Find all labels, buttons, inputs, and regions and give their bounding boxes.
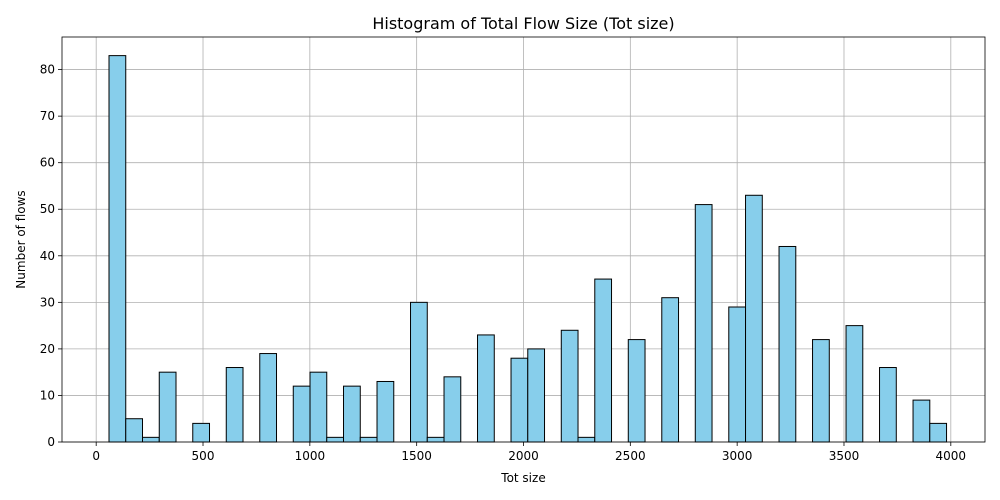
x-tick-label: 0 xyxy=(92,449,100,463)
grid xyxy=(62,37,985,443)
histogram-bar xyxy=(661,297,680,443)
y-tick-label: 70 xyxy=(40,109,55,123)
histogram-bar xyxy=(225,367,244,443)
histogram-bar xyxy=(426,436,445,443)
histogram-bar xyxy=(912,399,931,443)
y-tick-label: 10 xyxy=(40,388,55,402)
x-axis-label: Tot size xyxy=(500,471,545,485)
histogram-bar xyxy=(527,348,546,443)
histogram-bar xyxy=(929,422,948,443)
chart-title: Histogram of Total Flow Size (Tot size) xyxy=(372,14,674,33)
x-tick-label: 2500 xyxy=(615,449,646,463)
histogram-bar xyxy=(192,422,211,443)
histogram-bar xyxy=(510,357,529,443)
histogram-bar xyxy=(594,278,613,443)
histogram-bar xyxy=(259,353,278,443)
y-axis-label: Number of flows xyxy=(14,190,28,288)
histogram-bar xyxy=(879,367,897,443)
histogram-bar xyxy=(108,55,127,443)
histogram-bar xyxy=(560,329,579,443)
histogram-bar xyxy=(142,436,160,443)
x-tick-label: 2000 xyxy=(508,449,539,463)
x-tick-label: 3500 xyxy=(829,449,860,463)
histogram-bar xyxy=(812,339,830,443)
histogram-bar xyxy=(376,380,395,443)
y-tick-label: 20 xyxy=(40,342,55,356)
x-tick-label: 500 xyxy=(192,449,215,463)
histogram-bar xyxy=(158,371,177,443)
y-tick-label: 60 xyxy=(40,156,55,170)
histogram-bar xyxy=(309,371,328,443)
histogram-bar xyxy=(443,376,462,443)
histogram-bar xyxy=(359,436,378,443)
ticks: 0 500 1000 1500 2000 2500 3000 3500 4000 0 10 20 30 4… xyxy=(40,63,966,463)
x-tick-label: 4000 xyxy=(936,449,967,463)
histogram-bar xyxy=(343,385,361,443)
y-tick-label: 80 xyxy=(40,63,55,77)
histogram-bar xyxy=(745,194,763,443)
bars xyxy=(108,55,948,443)
histogram-bar xyxy=(410,301,428,443)
x-tick-label: 3000 xyxy=(722,449,753,463)
histogram-bar xyxy=(292,385,311,443)
histogram-bar xyxy=(326,436,345,443)
histogram-bar xyxy=(778,245,797,443)
y-tick-label: 30 xyxy=(40,295,55,309)
y-tick-label: 40 xyxy=(40,249,55,263)
y-tick-label: 0 xyxy=(47,435,55,449)
y-tick-label: 50 xyxy=(40,202,55,216)
histogram-bar xyxy=(577,436,596,443)
histogram-bar xyxy=(845,325,864,443)
histogram-bar xyxy=(477,334,495,443)
histogram-bar xyxy=(125,418,144,443)
x-tick-label: 1500 xyxy=(401,449,432,463)
histogram-bar xyxy=(694,204,713,443)
x-tick-label: 1000 xyxy=(295,449,326,463)
histogram-bar xyxy=(728,306,747,443)
histogram-bar xyxy=(627,339,646,443)
